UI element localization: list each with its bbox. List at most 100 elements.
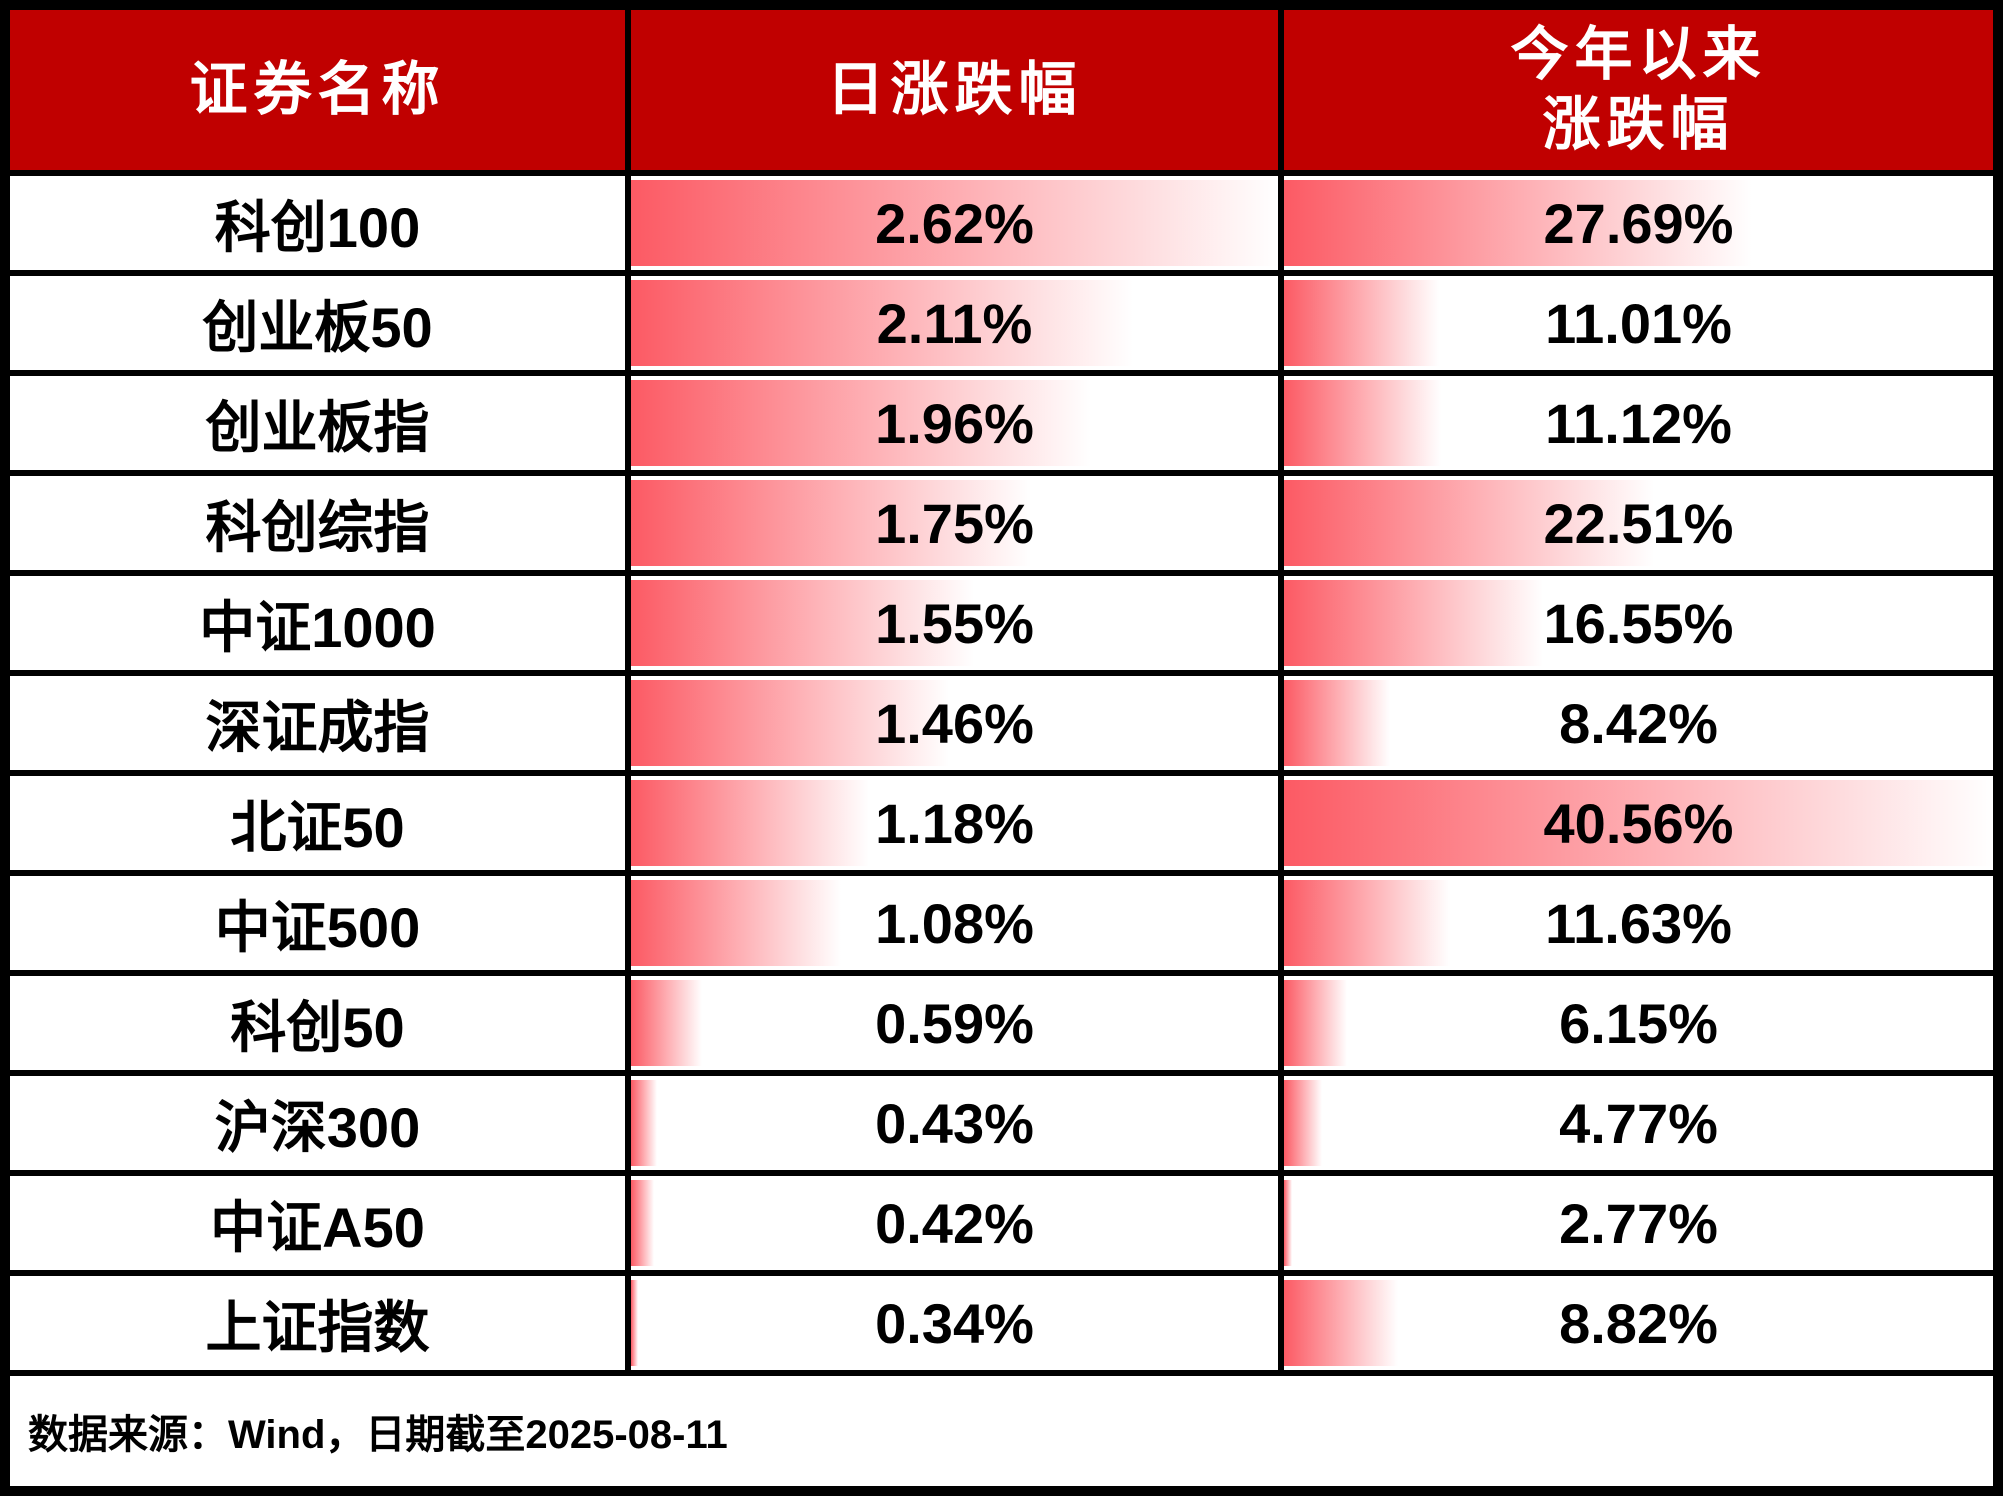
ytd-change-bar xyxy=(1284,1080,1322,1166)
ytd-change-cell: 6.15% xyxy=(1284,976,1993,1070)
ytd-change-value: 11.12% xyxy=(1545,391,1732,455)
daily-change-value: 1.46% xyxy=(875,691,1034,755)
table-row: 创业板指 1.96% 11.12% xyxy=(10,376,1993,470)
index-name: 沪深300 xyxy=(214,1095,421,1159)
daily-change-cell: 1.96% xyxy=(631,376,1278,470)
ytd-change-value: 11.01% xyxy=(1545,291,1732,355)
ytd-change-cell: 16.55% xyxy=(1284,576,1993,670)
table-row: 中证500 1.08% 11.63% xyxy=(10,876,1993,970)
ytd-change-cell: 11.12% xyxy=(1284,376,1993,470)
daily-change-value: 0.43% xyxy=(875,1091,1034,1155)
ytd-change-cell: 11.01% xyxy=(1284,276,1993,370)
table-row: 上证指数 0.34% 8.82% xyxy=(10,1276,1993,1370)
index-name-cell: 北证50 xyxy=(10,776,625,870)
daily-change-value: 1.18% xyxy=(875,791,1034,855)
ytd-change-value: 2.77% xyxy=(1559,1191,1718,1255)
daily-change-bar xyxy=(631,780,870,866)
daily-change-cell: 1.55% xyxy=(631,576,1278,670)
table-row: 科创100 2.62% 27.69% xyxy=(10,176,1993,270)
ytd-change-value: 27.69% xyxy=(1543,191,1734,255)
header-security-name: 证券名称 xyxy=(10,10,625,170)
daily-change-bar xyxy=(631,1080,657,1166)
ytd-change-cell: 8.42% xyxy=(1284,676,1993,770)
table-row: 创业板50 2.11% 11.01% xyxy=(10,276,1993,370)
daily-change-cell: 1.08% xyxy=(631,876,1278,970)
daily-change-bar xyxy=(631,180,1278,266)
index-name: 科创50 xyxy=(230,995,405,1059)
ytd-change-bar xyxy=(1284,280,1439,366)
index-name-cell: 中证1000 xyxy=(10,576,625,670)
ytd-change-value: 6.15% xyxy=(1559,991,1718,1055)
index-name-cell: 中证A50 xyxy=(10,1176,625,1270)
index-name: 中证A50 xyxy=(210,1195,425,1259)
index-name-cell: 深证成指 xyxy=(10,676,625,770)
daily-change-cell: 2.62% xyxy=(631,176,1278,270)
ytd-change-value: 22.51% xyxy=(1543,491,1734,555)
index-name-cell: 中证500 xyxy=(10,876,625,970)
ytd-change-cell: 8.82% xyxy=(1284,1276,1993,1370)
ytd-change-bar xyxy=(1284,980,1348,1066)
daily-change-value: 1.08% xyxy=(875,891,1034,955)
index-name-cell: 创业板指 xyxy=(10,376,625,470)
ytd-change-value: 16.55% xyxy=(1543,591,1734,655)
ytd-change-bar xyxy=(1284,180,1752,266)
daily-change-bar xyxy=(631,280,1134,366)
daily-change-value: 1.96% xyxy=(875,391,1034,455)
table-row: 中证1000 1.55% 16.55% xyxy=(10,576,1993,670)
index-name-cell: 科创100 xyxy=(10,176,625,270)
index-name-cell: 上证指数 xyxy=(10,1276,625,1370)
daily-change-bar xyxy=(631,380,1091,466)
daily-change-cell: 2.11% xyxy=(631,276,1278,370)
daily-change-value: 0.34% xyxy=(875,1291,1034,1355)
header-daily-change-label: 日涨跌幅 xyxy=(826,57,1083,123)
ytd-change-bar xyxy=(1284,680,1390,766)
index-name: 中证1000 xyxy=(199,595,436,659)
ytd-change-value: 40.56% xyxy=(1543,791,1734,855)
index-name-cell: 沪深300 xyxy=(10,1076,625,1170)
daily-change-bar xyxy=(631,880,841,966)
ytd-change-bar xyxy=(1284,880,1451,966)
daily-change-value: 1.75% xyxy=(875,491,1034,555)
ytd-change-value: 8.42% xyxy=(1559,691,1718,755)
ytd-change-value: 11.63% xyxy=(1545,891,1732,955)
ytd-change-bar xyxy=(1284,480,1655,566)
ytd-change-value: 8.82% xyxy=(1559,1291,1718,1355)
table-row: 科创50 0.59% 6.15% xyxy=(10,976,1993,1070)
daily-change-cell: 0.43% xyxy=(631,1076,1278,1170)
daily-change-value: 2.11% xyxy=(876,291,1033,355)
index-name: 北证50 xyxy=(230,795,405,859)
header-ytd-change-label: 今年以来 涨跌幅 xyxy=(1510,20,1766,159)
table-row: 北证50 1.18% 40.56% xyxy=(10,776,1993,870)
daily-change-bar xyxy=(631,580,975,666)
daily-change-cell: 1.18% xyxy=(631,776,1278,870)
ytd-change-bar xyxy=(1284,780,1993,866)
source-note-text: 数据来源：Wind，日期截至2025-08-11 xyxy=(28,1413,728,1457)
ytd-change-cell: 22.51% xyxy=(1284,476,1993,570)
daily-change-bar xyxy=(631,980,702,1066)
header-ytd-change: 今年以来 涨跌幅 xyxy=(1284,10,1993,170)
index-name: 创业板指 xyxy=(205,395,430,459)
daily-change-value: 1.55% xyxy=(875,591,1034,655)
daily-change-cell: 1.46% xyxy=(631,676,1278,770)
header-ytd-line1: 今年以来 xyxy=(1510,22,1767,88)
ytd-change-bar xyxy=(1284,380,1441,466)
daily-change-value: 2.62% xyxy=(875,191,1034,255)
header-security-name-label: 证券名称 xyxy=(189,57,446,123)
ytd-change-cell: 40.56% xyxy=(1284,776,1993,870)
header-ytd-line2: 涨跌幅 xyxy=(1542,92,1735,157)
ytd-change-bar xyxy=(1284,1280,1398,1366)
table-row: 深证成指 1.46% 8.42% xyxy=(10,676,1993,770)
index-name: 科创综指 xyxy=(205,495,430,559)
daily-change-value: 0.59% xyxy=(875,991,1034,1055)
daily-change-bar xyxy=(631,480,1032,566)
daily-change-cell: 1.75% xyxy=(631,476,1278,570)
ytd-change-cell: 2.77% xyxy=(1284,1176,1993,1270)
daily-change-bar xyxy=(631,1280,639,1366)
index-name-cell: 科创综指 xyxy=(10,476,625,570)
table-row: 中证A50 0.42% 2.77% xyxy=(10,1176,1993,1270)
table-row: 沪深300 0.43% 4.77% xyxy=(10,1076,1993,1170)
ytd-change-value: 4.77% xyxy=(1559,1091,1718,1155)
index-name: 创业板50 xyxy=(202,295,433,359)
source-note: 数据来源：Wind，日期截至2025-08-11 xyxy=(10,1376,1993,1486)
